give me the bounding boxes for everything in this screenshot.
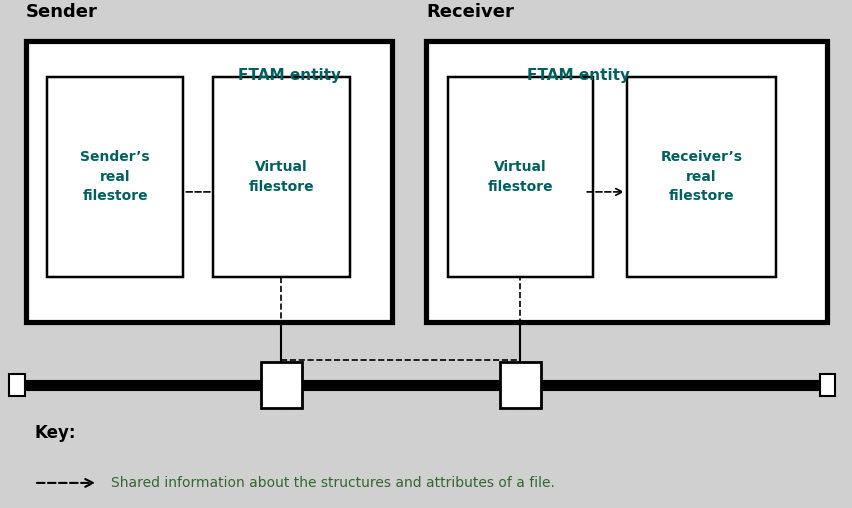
Bar xyxy=(266,386,296,400)
FancyBboxPatch shape xyxy=(47,77,183,277)
FancyBboxPatch shape xyxy=(626,77,775,277)
Text: Virtual
filestore: Virtual filestore xyxy=(487,160,552,194)
Text: FTAM entity: FTAM entity xyxy=(527,68,630,83)
Text: Key:: Key: xyxy=(34,424,76,442)
Text: Virtual
filestore: Virtual filestore xyxy=(249,160,314,194)
FancyBboxPatch shape xyxy=(213,77,349,277)
Bar xyxy=(266,370,296,384)
Text: Sender’s
real
filestore: Sender’s real filestore xyxy=(80,150,150,203)
Bar xyxy=(9,374,25,396)
FancyBboxPatch shape xyxy=(426,41,826,323)
Text: Receiver: Receiver xyxy=(426,4,514,21)
Bar xyxy=(819,374,834,396)
Text: Shared information about the structures and attributes of a file.: Shared information about the structures … xyxy=(111,476,554,490)
Text: Sender: Sender xyxy=(26,4,97,21)
Bar xyxy=(504,386,535,400)
Text: FTAM entity: FTAM entity xyxy=(238,68,341,83)
Bar xyxy=(504,370,535,384)
FancyBboxPatch shape xyxy=(26,41,392,323)
FancyBboxPatch shape xyxy=(447,77,592,277)
Text: Receiver’s
real
filestore: Receiver’s real filestore xyxy=(659,150,742,203)
Bar xyxy=(261,363,302,407)
Bar xyxy=(499,363,540,407)
